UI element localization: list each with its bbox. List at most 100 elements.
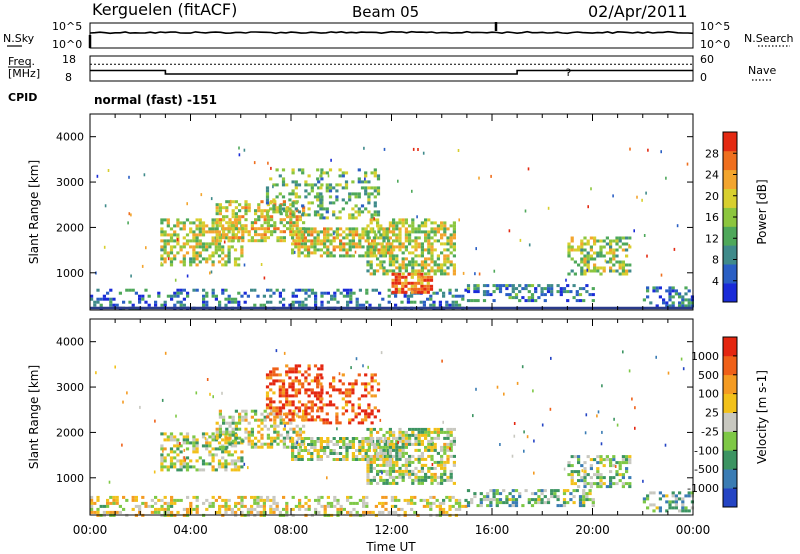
- range-gate-cell: [398, 242, 402, 246]
- range-gate-cell: [282, 436, 286, 440]
- range-gate-cell: [147, 303, 151, 307]
- range-gate-cell: [417, 287, 421, 291]
- range-gate-cell: [289, 421, 293, 425]
- range-gate-cell: [302, 209, 306, 213]
- range-gate-cell: [612, 464, 616, 468]
- range-gate-cell: [254, 436, 258, 440]
- range-gate-cell: [609, 242, 613, 246]
- range-gate-cell: [577, 473, 581, 477]
- range-gate-cell: [505, 501, 509, 505]
- range-gate-cell: [291, 242, 295, 246]
- range-gate-cell: [427, 439, 431, 443]
- range-gate-cell: [307, 227, 311, 231]
- range-gate-cell: [408, 454, 412, 458]
- range-gate-cell: [424, 239, 428, 243]
- range-gate-cell: [345, 254, 349, 258]
- range-gate-cell: [372, 248, 376, 252]
- range-gate-cell: [345, 437, 349, 440]
- range-gate-cell: [360, 409, 365, 413]
- range-gate-cell: [222, 430, 226, 434]
- range-gate-cell: [495, 284, 499, 288]
- range-gate-cell: [404, 245, 408, 249]
- range-gate-cell: [286, 221, 290, 225]
- range-gate-cell: [433, 478, 437, 482]
- range-gate-cell: [569, 290, 573, 294]
- range-gate-cell: [404, 257, 408, 261]
- range-gate-cell: [625, 269, 629, 273]
- range-gate-cell: [414, 260, 418, 264]
- colorbar-tick-label: -25: [701, 425, 719, 438]
- range-gate-cell: [335, 406, 339, 410]
- range-gate-cell: [227, 297, 231, 301]
- range-gate-cell: [163, 239, 167, 243]
- range-gate-cell: [354, 379, 358, 383]
- range-gate-cell: [227, 450, 231, 454]
- range-gate-cell: [625, 461, 629, 465]
- range-gate-cell: [296, 441, 298, 445]
- range-gate-cell: [275, 412, 279, 416]
- range-gate-cell: [217, 248, 222, 252]
- range-gate-cell: [301, 300, 305, 304]
- range-gate-cell: [182, 236, 186, 240]
- range-gate-cell: [282, 230, 286, 234]
- range-gate-cell: [373, 168, 377, 172]
- range-gate-cell: [527, 501, 531, 505]
- range-gate-cell: [580, 257, 584, 261]
- range-gate-cell: [567, 248, 571, 252]
- range-gate-cell: [570, 269, 574, 273]
- range-gate-cell: [192, 257, 196, 261]
- range-gate-cell: [326, 227, 330, 231]
- range-gate-cell: [570, 464, 574, 468]
- range-gate-cell: [333, 294, 337, 298]
- range-gate-cell: [559, 290, 563, 294]
- range-gate-cell: [411, 260, 415, 264]
- range-gate-cell: [530, 299, 535, 303]
- range-gate-cell: [596, 414, 598, 418]
- range-gate-cell: [169, 257, 174, 261]
- range-gate-cell: [387, 440, 391, 443]
- range-gate-cell: [446, 236, 450, 240]
- range-gate-cell: [326, 233, 330, 237]
- range-gate-cell: [285, 501, 289, 505]
- freq-tick-top: 18: [62, 53, 76, 66]
- range-gate-cell: [354, 204, 358, 208]
- range-gate-cell: [173, 435, 177, 439]
- freq-label: Freq.: [8, 55, 35, 68]
- range-gate-cell: [243, 462, 246, 466]
- range-gate-cell: [310, 291, 314, 295]
- range-gate-cell: [278, 510, 282, 514]
- range-gate-cell: [449, 448, 453, 452]
- range-gate-cell: [572, 284, 576, 288]
- range-gate-cell: [276, 206, 280, 210]
- range-gate-cell: [388, 466, 392, 470]
- range-gate-cell: [260, 263, 263, 266]
- range-gate-cell: [231, 439, 235, 443]
- range-gate-cell: [238, 436, 242, 440]
- range-gate-cell: [348, 443, 352, 446]
- range-gate-cell: [369, 460, 373, 464]
- range-gate-cell: [392, 269, 396, 273]
- range-gate-cell: [342, 294, 346, 298]
- range-gate-cell: [227, 507, 231, 511]
- range-gate-cell: [163, 456, 167, 460]
- range-gate-cell: [580, 245, 584, 249]
- range-gate-cell: [417, 263, 421, 267]
- range-gate-cell: [658, 497, 662, 501]
- range-gate-cell: [201, 248, 206, 252]
- range-gate-cell: [420, 451, 424, 455]
- range-gate-cell: [665, 500, 669, 504]
- range-gate-cell: [427, 236, 431, 240]
- range-gate-cell: [387, 245, 391, 249]
- range-gate-cell: [217, 435, 222, 439]
- range-gate-cell: [150, 510, 154, 514]
- range-gate-cell: [326, 291, 330, 295]
- range-gate-cell: [498, 284, 503, 288]
- range-gate-cell: [131, 507, 135, 511]
- range-gate-cell: [381, 471, 383, 475]
- range-gate-cell: [404, 233, 408, 237]
- range-gate-cell: [513, 434, 516, 438]
- colorbar-tick-label: 16: [705, 211, 719, 224]
- range-gate-cell: [366, 269, 370, 273]
- range-gate-cell: [572, 495, 576, 499]
- range-gate-cell: [385, 445, 389, 449]
